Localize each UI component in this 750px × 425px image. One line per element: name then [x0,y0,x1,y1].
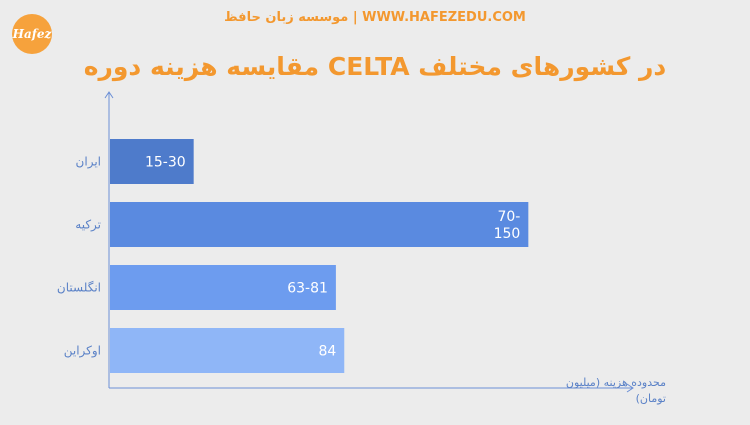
category-label: انگلستان [57,281,101,295]
category-label: ترکیه [75,218,101,233]
bar [110,328,345,373]
category-label: اوکراین [64,344,101,359]
data-label: 84 [318,344,336,360]
y-axis-arrow [104,91,114,99]
bar [110,139,194,184]
chart-title: مقایسه هزینه دوره CELTA در کشورهای مختلف [83,52,667,81]
bar [110,202,529,247]
data-label: 70- [497,209,520,225]
chart-axes [104,91,634,393]
category-label: ایران [76,155,101,170]
x-axis-arrow [626,383,634,393]
data-label: 63-81 [287,281,328,297]
x-axis-label: محدوده هزینه (میلیون [566,376,666,389]
data-label: 15-30 [145,155,186,171]
chart-labels: محدوده هزینه (میلیون (تومان ایران 15-30 ترکی… [57,155,666,406]
chart-bars [110,139,529,373]
data-label: 150 [494,226,521,242]
logo: Hafez [12,14,52,54]
x-axis-label: (تومان [636,392,666,405]
site-header: موسسه زبان حافظ | WWW.HAFEZEDU.COM [224,10,526,25]
bar [110,265,336,310]
